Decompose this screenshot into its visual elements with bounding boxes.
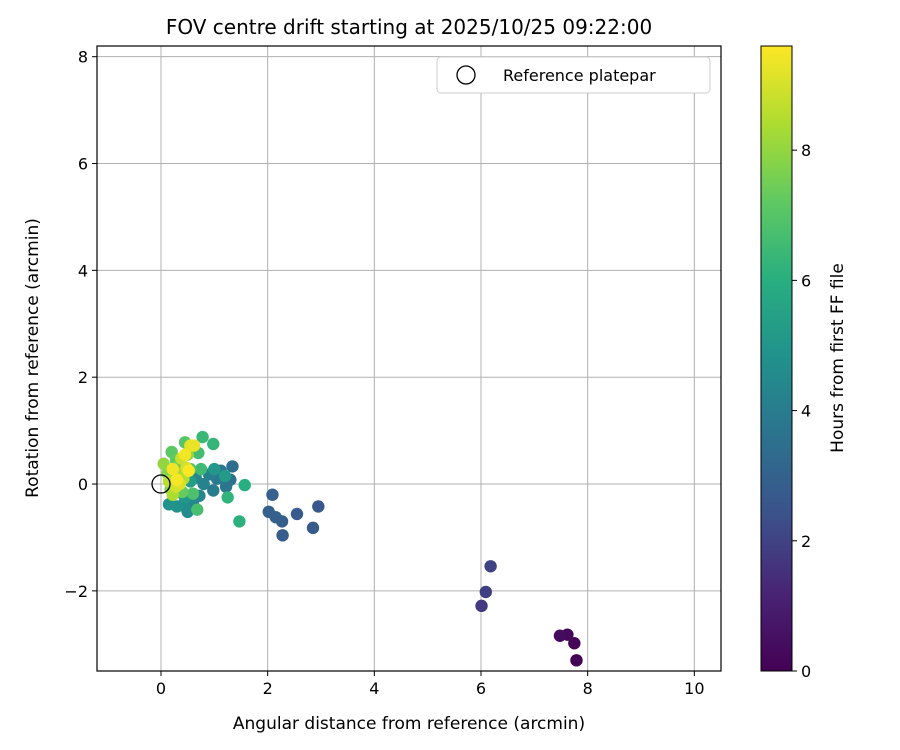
data-point	[178, 448, 192, 461]
data-point	[233, 515, 246, 528]
data-point	[162, 498, 176, 511]
x-tick-label: 6	[476, 679, 486, 698]
colorbar-tick-label: 2	[801, 532, 811, 551]
data-point	[196, 430, 209, 444]
data-point	[207, 484, 220, 497]
y-axis-ticks: −2 0 2 4 6 8	[64, 48, 97, 601]
legend-label: Reference platepar	[503, 66, 656, 85]
x-axis-label: Angular distance from reference (arcmin)	[233, 714, 585, 734]
grid	[97, 46, 721, 671]
data-point	[218, 469, 232, 483]
data-point	[221, 491, 234, 504]
data-point	[568, 637, 581, 650]
legend-reference-marker	[456, 65, 476, 85]
legend: Reference platepar	[436, 56, 711, 94]
data-point	[186, 487, 200, 500]
scatter-points	[151, 430, 583, 667]
legend-box	[436, 56, 711, 94]
y-axis-label: Rotation from reference (arcmin)	[23, 218, 43, 498]
data-point	[553, 629, 567, 642]
colorbar-tick-label: 0	[801, 662, 811, 681]
y-tick-label: −2	[64, 582, 88, 601]
colorbar-label: Hours from first FF file	[828, 263, 848, 453]
data-point	[191, 503, 204, 516]
colorbar: 0 2 4 6 8 Hours from first FF file	[760, 45, 848, 681]
y-tick-label: 6	[78, 155, 88, 174]
data-point	[276, 529, 289, 542]
y-tick-label: 8	[78, 48, 88, 67]
data-point	[194, 462, 208, 476]
colorbar-tick-label: 6	[801, 271, 811, 290]
x-tick-label: 8	[583, 679, 593, 698]
data-point	[262, 505, 275, 519]
data-point	[290, 507, 304, 521]
x-tick-label: 4	[369, 679, 379, 698]
colorbar-gradient	[760, 45, 793, 672]
data-point	[475, 599, 488, 613]
colorbar-ticks: 0 2 4 6 8	[792, 141, 811, 681]
x-tick-label: 0	[156, 679, 166, 698]
data-point	[208, 462, 221, 476]
data-point	[226, 460, 239, 473]
data-point	[170, 473, 184, 486]
data-point	[219, 480, 233, 493]
data-point	[157, 457, 170, 470]
data-point	[479, 585, 492, 599]
colorbar-tick-label: 4	[801, 402, 811, 421]
data-point	[187, 439, 201, 452]
y-tick-label: 4	[78, 261, 88, 280]
reference-platepar-marker	[151, 474, 171, 494]
colorbar-tick-label: 8	[801, 141, 811, 160]
data-point	[207, 437, 220, 451]
x-tick-label: 10	[684, 679, 704, 698]
y-tick-label: 0	[78, 475, 88, 494]
data-point	[306, 521, 320, 535]
data-point	[238, 478, 251, 492]
data-point	[484, 560, 497, 573]
y-tick-label: 2	[78, 368, 88, 387]
plot-frame	[96, 45, 722, 672]
data-point	[312, 500, 325, 513]
x-tick-label: 2	[263, 679, 273, 698]
data-point	[570, 654, 583, 667]
chart-title: FOV centre drift starting at 2025/10/25 …	[166, 15, 652, 39]
data-point	[182, 464, 195, 477]
x-axis-ticks: 0 2 4 6 8 10	[156, 671, 705, 698]
data-point	[166, 462, 179, 476]
data-point	[266, 488, 279, 501]
